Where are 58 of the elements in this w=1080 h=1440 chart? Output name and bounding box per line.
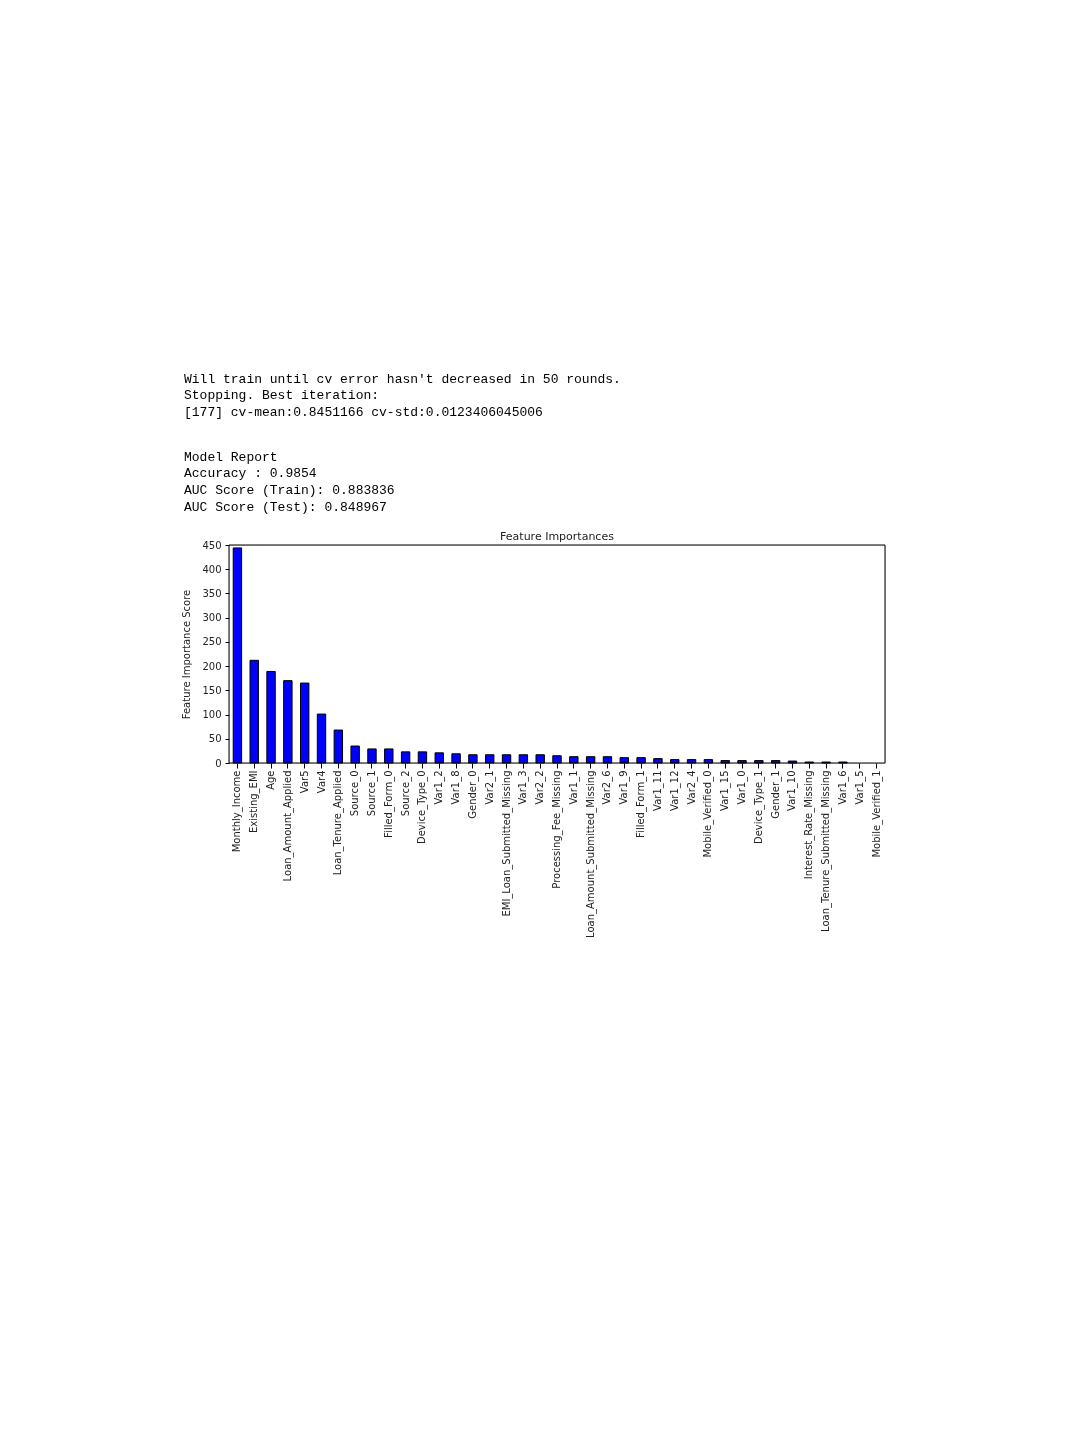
x-tick-label: Var1_2	[433, 770, 446, 805]
text: Stopping. Best iteration:	[184, 388, 380, 403]
x-tick-label: Var4	[315, 770, 327, 794]
text: [177] cv-mean:0.8451166 cv-std:0.0123406045006	[184, 405, 543, 420]
y-tick-label: 400	[202, 563, 222, 575]
text: Model Report	[184, 450, 278, 465]
y-axis-title: Feature Importance Score	[181, 589, 193, 720]
x-tick-label: Var1_9	[618, 770, 631, 805]
x-tick-label: Source_1	[365, 770, 378, 817]
y-tick-label: 300	[202, 612, 222, 624]
y-tick-label: 200	[202, 660, 222, 672]
x-tick-label: Source_2	[399, 770, 412, 817]
x-tick-label: Loan_Tenure_Submitted_Missing	[820, 770, 833, 932]
x-tick-label: Loan_Amount_Applied	[281, 770, 294, 882]
x-tick-label: EMI_Loan_Submitted_Missing	[500, 770, 513, 917]
x-tick-label: Existing_EMI	[248, 770, 261, 834]
x-tick-label: Var1_15	[719, 770, 732, 811]
x-tick-label: Gender_0	[466, 770, 479, 819]
x-tick-label: Device_Type_1	[752, 770, 765, 845]
text: AUC Score (Train): 0.883836	[184, 483, 395, 498]
y-tick-label: 50	[208, 733, 222, 745]
x-tick-label: Processing_Fee_Missing	[551, 770, 563, 889]
x-tick-label: Var1_10	[786, 770, 799, 811]
x-tick-label: Filled_Form_1	[635, 770, 648, 838]
y-tick-label: 100	[202, 709, 222, 721]
y-tick-label: 250	[202, 636, 222, 648]
y-tick-label: 0	[215, 757, 222, 769]
x-tick-label: Var2_2	[534, 770, 547, 805]
x-tick-label: Loan_Amount_Submitted_Missing	[584, 770, 597, 938]
text: AUC Score (Test): 0.848967	[184, 500, 387, 515]
x-tick-label: Var2_4	[685, 770, 698, 805]
x-tick-label: Interest_Rate_Missing	[803, 770, 816, 880]
x-tick-label: Var1_5	[853, 770, 866, 805]
x-tick-label: Var1_8	[450, 770, 463, 805]
x-tick-label: Loan_Tenure_Applied	[332, 770, 345, 876]
x-tick-label: Mobile_Verified_1	[870, 770, 883, 858]
x-tick-label: Var5	[298, 770, 310, 794]
x-tick-label: Age	[265, 770, 277, 790]
x-tick-label: Var2_6	[601, 770, 614, 805]
x-tick-label: Var1_0	[736, 770, 749, 805]
text: Will train until cv error hasn't decreased in 50 rounds.	[184, 372, 621, 387]
x-tick-label: Var1_3	[517, 770, 530, 805]
y-tick-label: 350	[202, 587, 222, 599]
y-tick-label: 450	[202, 539, 222, 551]
x-tick-label: Source_0	[349, 770, 362, 817]
chart-title: Feature Importances	[500, 530, 615, 543]
text: Accuracy : 0.9854	[184, 466, 317, 481]
x-tick-label: Var1_12	[668, 770, 681, 811]
x-tick-label: Var1_11	[651, 770, 664, 811]
y-tick-label: 150	[202, 684, 222, 696]
x-tick-label: Device_Type_0	[416, 770, 429, 845]
x-tick-label: Gender_1	[769, 770, 782, 819]
x-tick-label: Var1_1	[567, 770, 580, 805]
x-tick-label: Mobile_Verified_0	[702, 770, 715, 858]
x-tick-label: Filled_Form_0	[382, 770, 395, 838]
x-tick-label: Monthly_Income	[231, 770, 244, 853]
x-tick-label: Var2_1	[483, 770, 496, 805]
x-tick-label: Var1_6	[836, 770, 849, 805]
